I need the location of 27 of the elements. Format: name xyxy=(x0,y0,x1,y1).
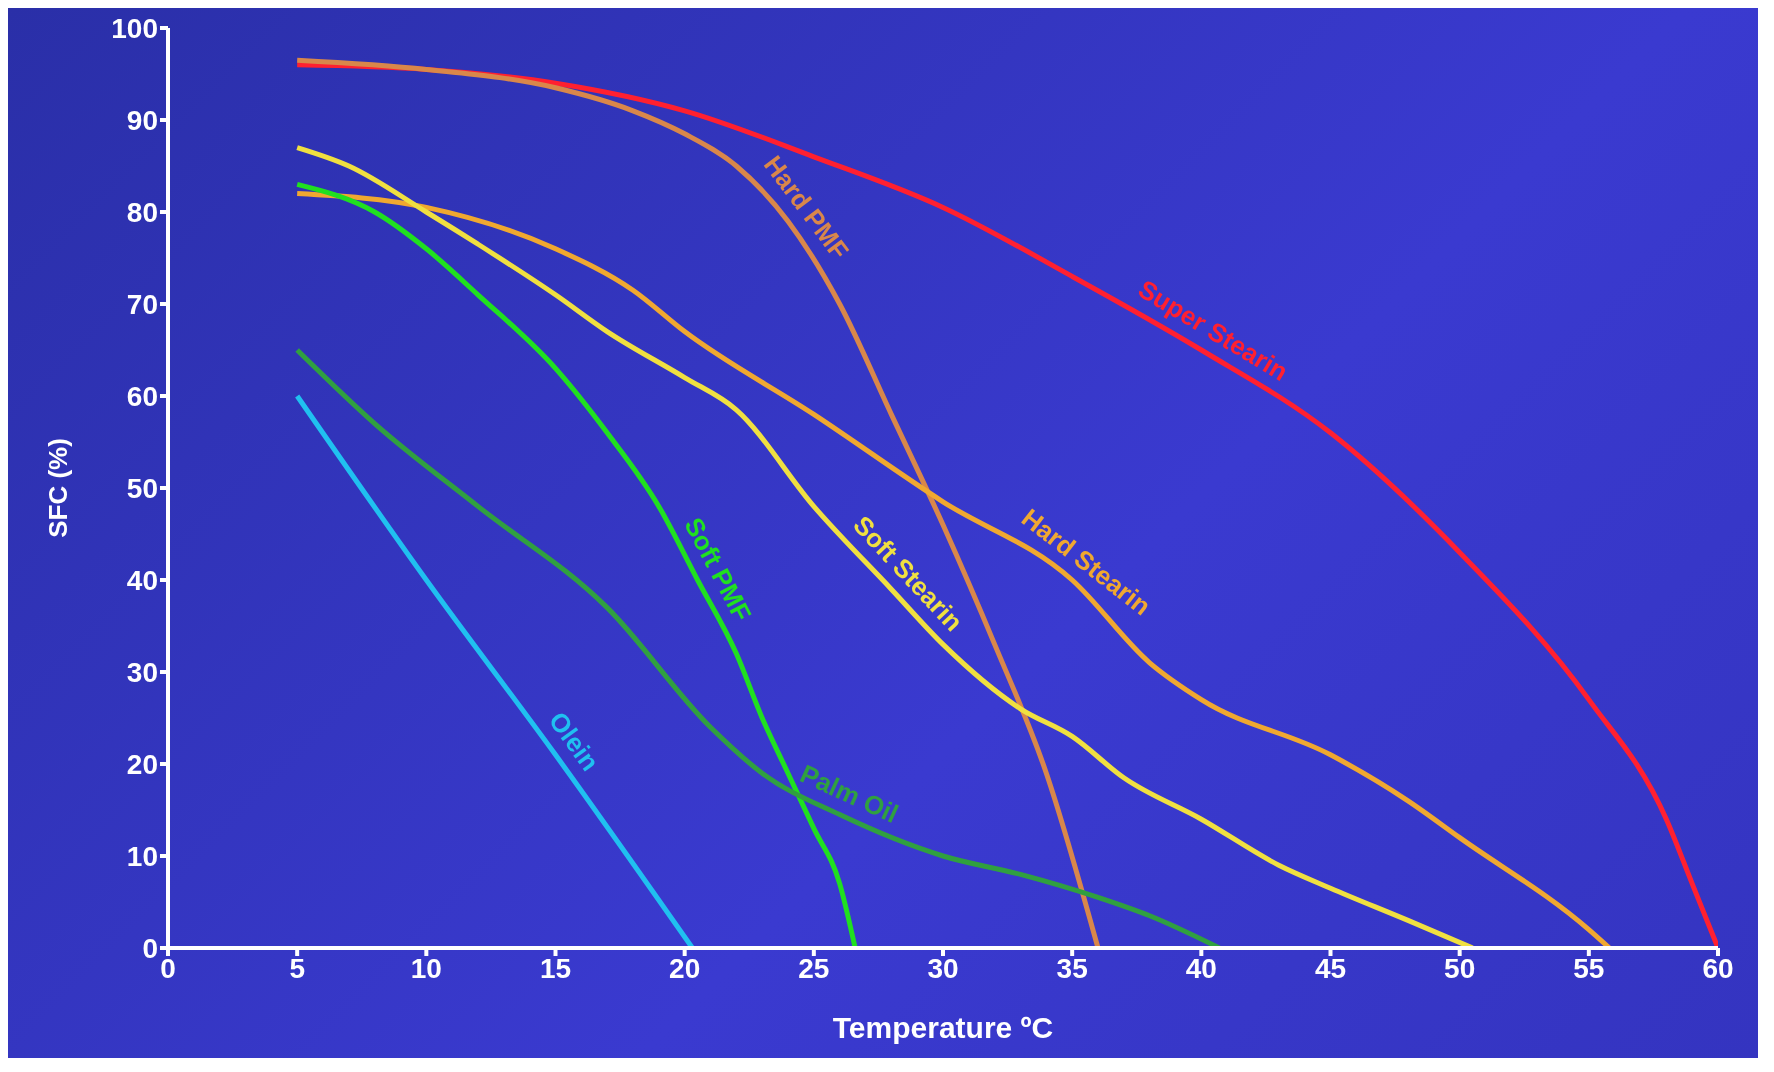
x-tick-label: 45 xyxy=(1314,952,1347,984)
x-tick-label: 15 xyxy=(539,952,572,984)
y-tick-label: 0 xyxy=(142,932,158,964)
x-tick-label: 25 xyxy=(798,952,830,984)
y-tick-label: 90 xyxy=(126,104,158,136)
y-tick-label: 100 xyxy=(111,12,158,44)
x-tick-label: 20 xyxy=(669,952,701,984)
y-tick-label: 80 xyxy=(126,196,158,228)
x-tick-label: 35 xyxy=(1056,952,1088,984)
y-tick-label: 30 xyxy=(126,656,158,688)
x-tick-label: 55 xyxy=(1573,952,1605,984)
x-tick-label: 50 xyxy=(1444,952,1476,984)
x-tick-label: 40 xyxy=(1185,952,1217,984)
x-tick-label: 60 xyxy=(1702,952,1734,984)
x-tick-label: 5 xyxy=(289,952,305,984)
x-axis-title: Temperature ºC xyxy=(832,1011,1054,1044)
y-tick-label: 70 xyxy=(126,288,158,320)
y-tick-label: 10 xyxy=(126,840,158,872)
text: Soft PMF xyxy=(678,512,758,627)
y-tick-label: 60 xyxy=(126,380,158,412)
y-tick-label: 20 xyxy=(126,748,158,780)
y-axis-title: SFC (%) xyxy=(43,438,74,538)
y-tick-label: 50 xyxy=(126,472,158,504)
x-tick-label: 30 xyxy=(927,952,959,984)
text: Palm Oil xyxy=(795,758,903,829)
y-tick-label: 40 xyxy=(126,564,158,596)
x-tick-label: 10 xyxy=(410,952,442,984)
